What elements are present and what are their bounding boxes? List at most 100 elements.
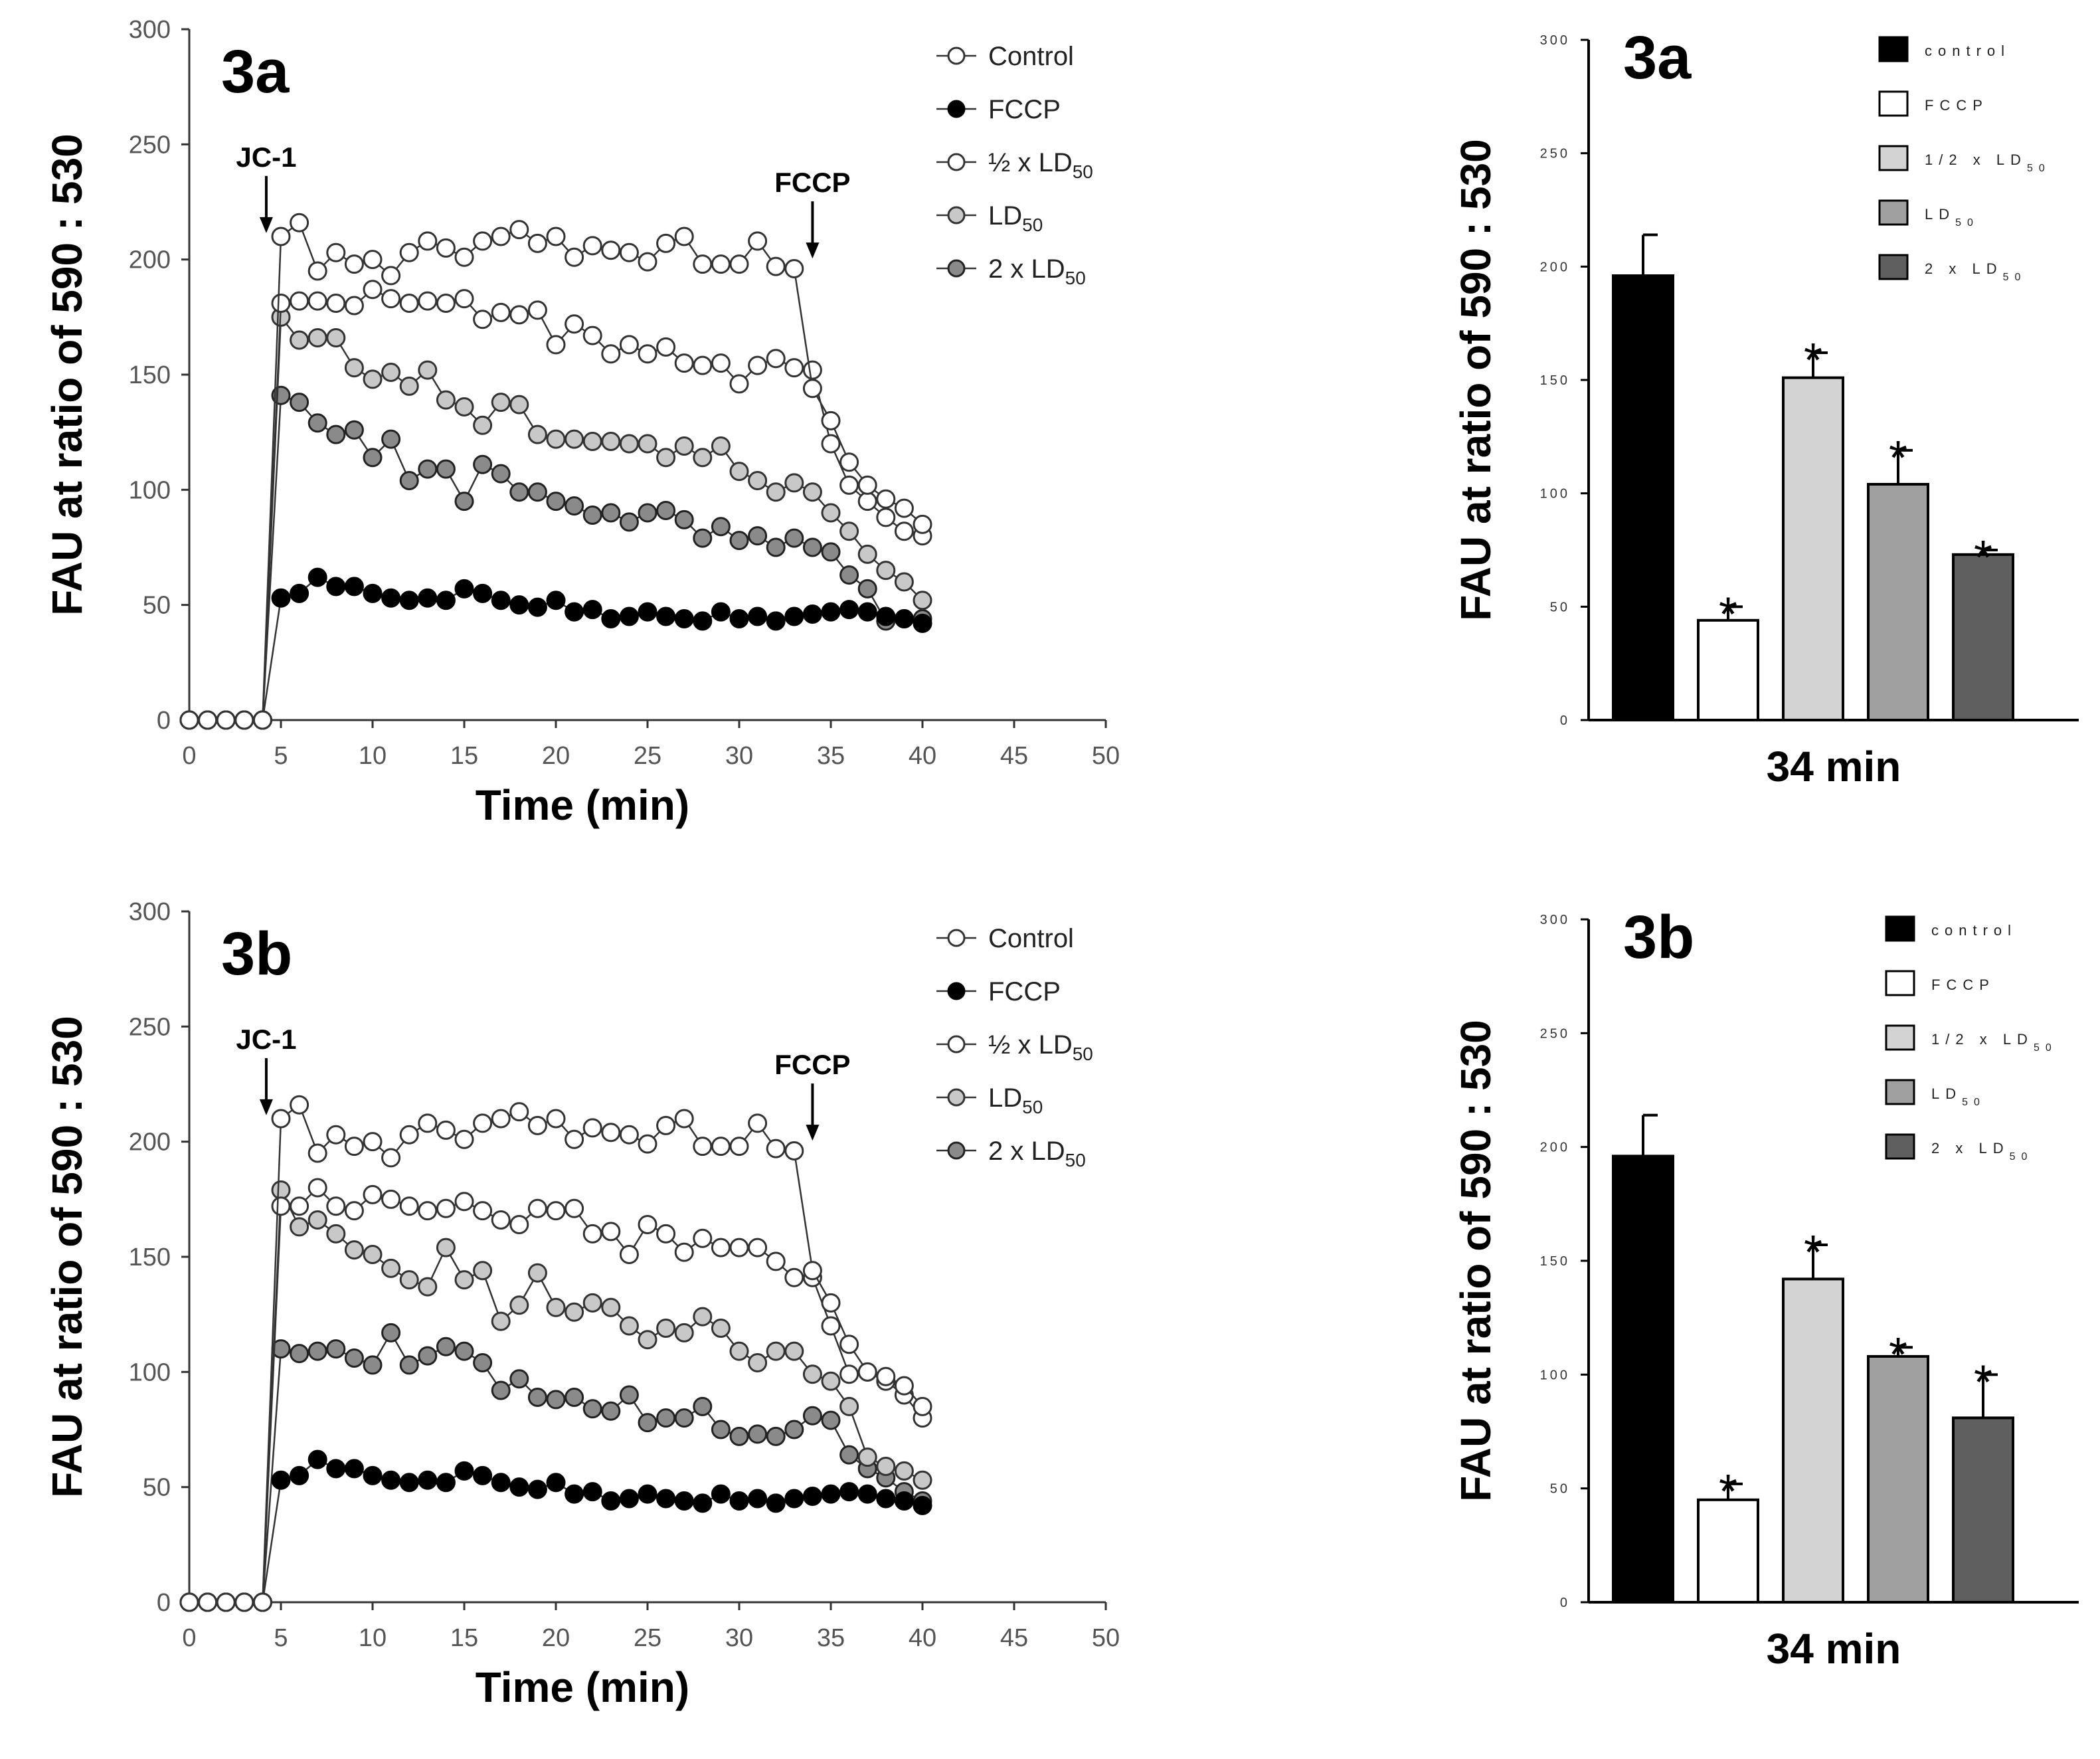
data-point xyxy=(436,1198,456,1218)
data-point xyxy=(766,1426,786,1446)
data-point xyxy=(619,512,639,532)
data-point xyxy=(307,1449,327,1469)
data-point xyxy=(638,1413,657,1433)
data-point xyxy=(638,1134,657,1154)
significance-star: * xyxy=(1974,1356,1992,1409)
data-point xyxy=(565,602,584,622)
y-tick-label: 250 xyxy=(129,131,171,159)
data-point xyxy=(601,608,621,628)
data-point xyxy=(418,1277,438,1297)
data-point xyxy=(582,1399,602,1419)
data-point xyxy=(252,1592,272,1612)
data-point xyxy=(582,325,602,345)
data-point xyxy=(693,355,713,375)
y-tick-label: 300 xyxy=(129,898,171,926)
legend-swatch xyxy=(1885,915,1915,942)
data-point xyxy=(674,509,694,529)
data-point xyxy=(729,608,749,628)
legend-marker xyxy=(947,1088,966,1107)
y-tick-label: 300 xyxy=(1540,33,1570,48)
legend-label: 2 x LD50 xyxy=(988,254,1086,288)
data-point xyxy=(674,608,694,628)
data-point xyxy=(418,459,438,479)
data-point xyxy=(748,470,768,490)
data-point xyxy=(711,1420,731,1439)
annotation-fccp: FCCP xyxy=(774,1049,851,1141)
data-point xyxy=(729,1137,749,1157)
significance-star: * xyxy=(1719,1465,1737,1519)
data-point xyxy=(381,1258,401,1278)
y-tick-label: 150 xyxy=(1540,1254,1570,1269)
data-point xyxy=(638,434,657,454)
y-axis-title: FAU at ratio of 590 : 530 xyxy=(43,1016,91,1498)
data-point xyxy=(399,1125,419,1145)
data-point xyxy=(418,291,438,311)
data-point xyxy=(509,1295,529,1315)
data-point xyxy=(711,1484,731,1504)
data-point xyxy=(693,1228,713,1248)
data-point xyxy=(290,1465,309,1485)
data-point xyxy=(748,231,768,251)
data-point xyxy=(913,1495,932,1515)
data-point xyxy=(399,1270,419,1290)
x-tick-label: 25 xyxy=(634,1624,661,1652)
y-tick-label: 250 xyxy=(129,1013,171,1041)
significance-star: * xyxy=(1974,531,1992,585)
data-point xyxy=(363,583,383,603)
legend-label: 2 x LD50 xyxy=(1925,260,2026,283)
data-point xyxy=(290,213,309,232)
data-point xyxy=(363,369,383,389)
data-point xyxy=(344,1201,364,1221)
data-point xyxy=(436,459,456,479)
y-tick-label: 50 xyxy=(1550,600,1570,614)
line-chart-3a: 0 5 10 15 20 25 30 35 40 45 50 0 50 100 150 200 250 300 Ti… xyxy=(43,16,1120,829)
data-point xyxy=(876,1489,896,1509)
annotation-label: JC-1 xyxy=(236,141,296,173)
data-point xyxy=(674,1323,694,1342)
data-point xyxy=(656,448,676,468)
data-point xyxy=(784,1489,804,1509)
data-point xyxy=(326,577,346,597)
data-point xyxy=(821,1293,841,1313)
y-tick-label: 250 xyxy=(1540,147,1570,161)
legend-label: 1/2 x LD50 xyxy=(1925,151,2051,174)
series-fccp xyxy=(179,567,932,730)
data-point xyxy=(418,1201,438,1221)
data-point xyxy=(784,473,804,493)
y-tick-label: 200 xyxy=(129,1129,171,1157)
data-point xyxy=(527,1479,547,1499)
data-point xyxy=(527,1263,547,1283)
legend-label: control xyxy=(1931,922,2017,939)
data-point xyxy=(363,1245,383,1265)
data-point xyxy=(619,1316,639,1336)
data-point xyxy=(729,462,749,482)
data-point xyxy=(326,294,346,314)
legend-label: FCCP xyxy=(1925,97,1988,114)
data-point xyxy=(656,501,676,521)
data-point xyxy=(473,1465,493,1485)
data-point xyxy=(729,374,749,394)
arrow-head xyxy=(806,242,820,259)
data-point xyxy=(802,537,822,557)
data-point xyxy=(363,280,383,300)
data-point xyxy=(418,360,438,380)
legend: Control FCCP ½ x LD50 LD50 2 x LD50 xyxy=(936,924,1093,1170)
data-point xyxy=(454,1461,474,1481)
data-point xyxy=(693,1396,713,1416)
legend-label: Control xyxy=(988,42,1074,71)
x-tick-label: 15 xyxy=(450,1624,478,1652)
bar-1-2-x-ld50: * xyxy=(1782,334,1844,721)
data-point xyxy=(674,1408,694,1428)
data-point xyxy=(839,1482,859,1502)
legend-marker xyxy=(947,1141,966,1160)
data-point xyxy=(729,1426,749,1446)
data-point xyxy=(399,1355,419,1375)
data-point xyxy=(857,1484,877,1504)
panel-label: 3b xyxy=(1623,903,1694,971)
bar-1-2-x-ld50: * xyxy=(1782,1226,1844,1604)
data-point xyxy=(565,1387,584,1407)
legend-label: 1/2 x LD50 xyxy=(1931,1031,2057,1054)
data-point xyxy=(271,227,291,246)
data-point xyxy=(399,294,419,314)
data-point xyxy=(326,1339,346,1359)
